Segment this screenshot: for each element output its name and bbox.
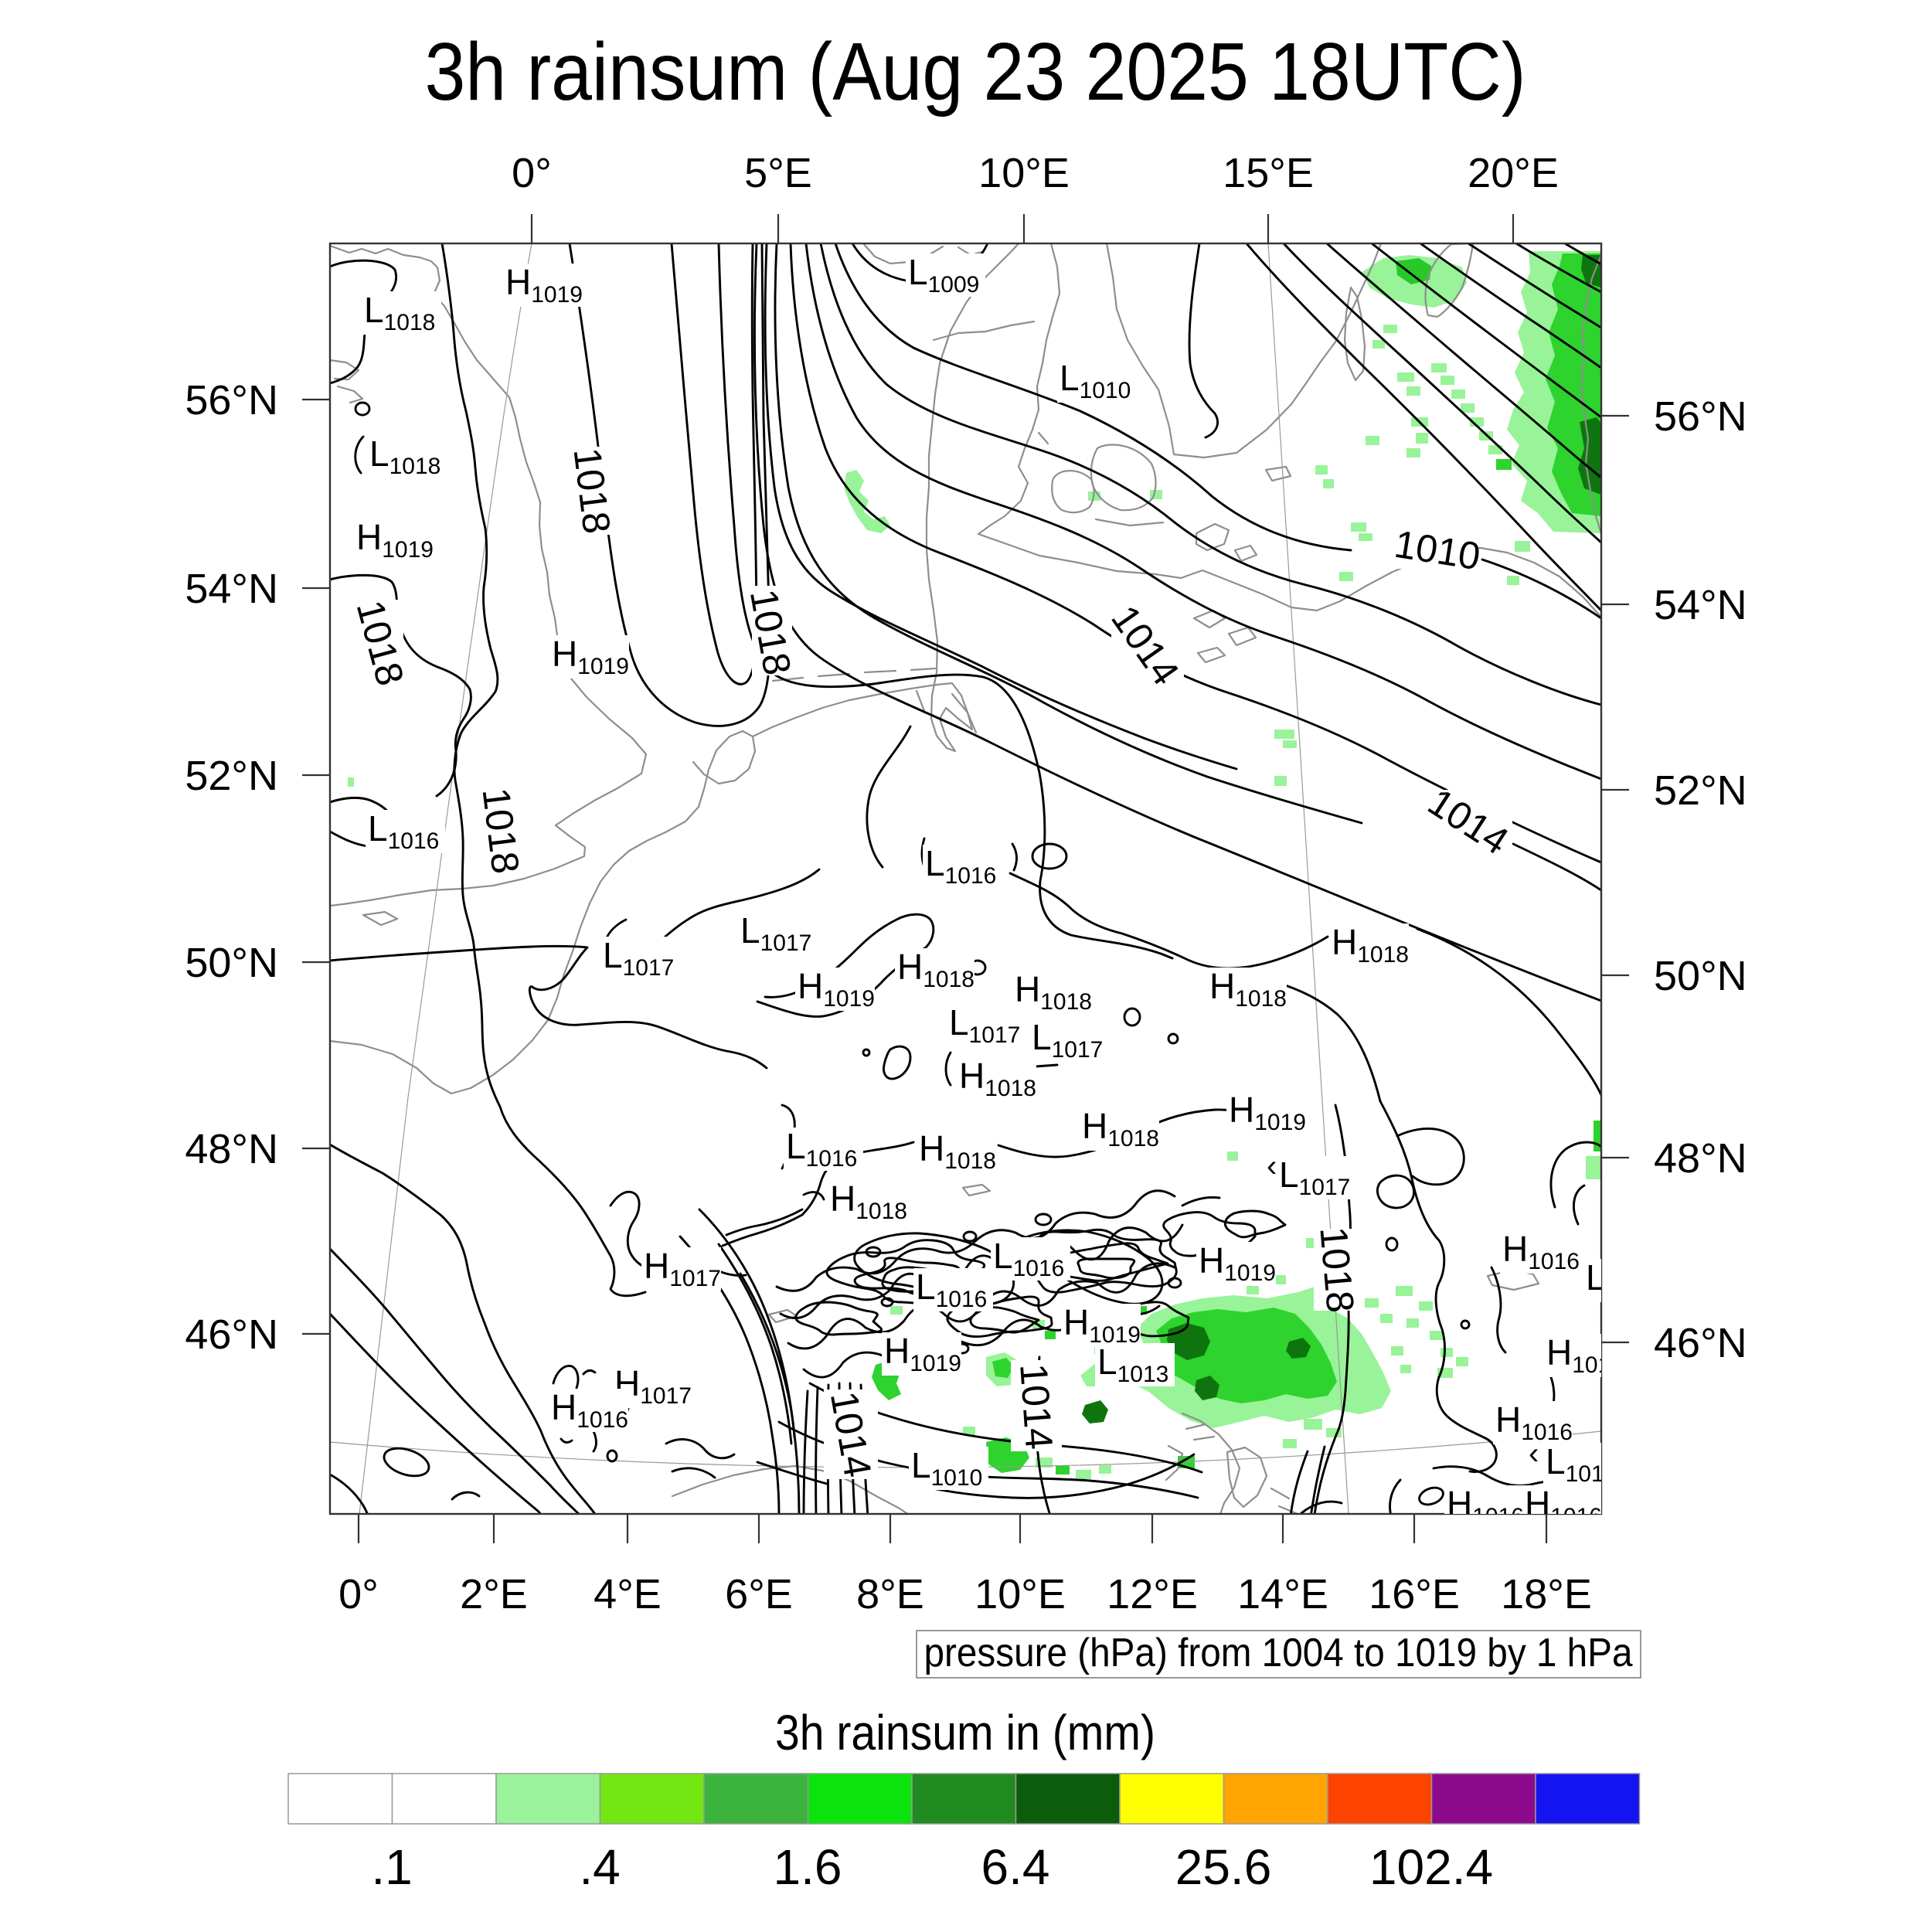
svg-text:L1016: L1016 xyxy=(1586,1257,1657,1303)
svg-text:L1010: L1010 xyxy=(911,1445,982,1491)
svg-text:0°: 0° xyxy=(338,1571,379,1617)
svg-text:‹: ‹ xyxy=(1529,1437,1539,1471)
svg-text:.1: .1 xyxy=(371,1839,412,1895)
svg-text:H1018: H1018 xyxy=(959,1056,1036,1101)
svg-text:5°E: 5°E xyxy=(744,150,812,196)
svg-text:6.4: 6.4 xyxy=(981,1839,1050,1895)
svg-text:54°N: 54°N xyxy=(1654,582,1747,628)
svg-text:25.6: 25.6 xyxy=(1175,1839,1272,1895)
svg-text:14°E: 14°E xyxy=(1237,1571,1328,1617)
svg-text:18°E: 18°E xyxy=(1501,1571,1592,1617)
svg-text:1018: 1018 xyxy=(1311,1225,1362,1315)
svg-text:52°N: 52°N xyxy=(185,753,278,799)
svg-text:1018: 1018 xyxy=(474,785,527,876)
svg-text:54°N: 54°N xyxy=(185,566,278,612)
svg-text:16°E: 16°E xyxy=(1369,1571,1460,1617)
svg-text:2°E: 2°E xyxy=(460,1571,528,1617)
svg-text:3h rainsum (Aug 23 2025 18UTC): 3h rainsum (Aug 23 2025 18UTC) xyxy=(425,26,1526,117)
svg-text:15°E: 15°E xyxy=(1223,150,1314,196)
svg-text:1018: 1018 xyxy=(565,445,618,536)
svg-text:102.4: 102.4 xyxy=(1369,1839,1493,1895)
svg-text:46°N: 46°N xyxy=(1654,1320,1747,1366)
svg-text:1.6: 1.6 xyxy=(774,1839,842,1895)
svg-text:3h rainsum in (mm): 3h rainsum in (mm) xyxy=(775,1705,1155,1760)
svg-text:pressure (hPa) from 1004 to 10: pressure (hPa) from 1004 to 1019 by 1 hP… xyxy=(924,1631,1633,1675)
svg-text:0°: 0° xyxy=(512,150,552,196)
svg-text:50°N: 50°N xyxy=(185,940,278,986)
svg-text:10°E: 10°E xyxy=(978,150,1070,196)
svg-text:50°N: 50°N xyxy=(1654,953,1747,999)
svg-text:.4: .4 xyxy=(579,1839,620,1895)
svg-text:‹: ‹ xyxy=(1267,1149,1277,1183)
svg-text:52°N: 52°N xyxy=(1654,767,1747,814)
svg-text:56°N: 56°N xyxy=(185,377,278,423)
svg-text:6°E: 6°E xyxy=(725,1571,793,1617)
svg-text:L1018: L1018 xyxy=(364,290,435,335)
svg-text:1014: 1014 xyxy=(1012,1362,1061,1451)
svg-text:8°E: 8°E xyxy=(856,1571,924,1617)
svg-text:10°E: 10°E xyxy=(975,1571,1066,1617)
svg-text:48°N: 48°N xyxy=(185,1126,278,1172)
svg-text:20°E: 20°E xyxy=(1468,150,1559,196)
svg-text:4°E: 4°E xyxy=(594,1571,662,1617)
svg-text:L1018: L1018 xyxy=(369,434,440,479)
svg-text:48°N: 48°N xyxy=(1654,1135,1747,1182)
svg-text:46°N: 46°N xyxy=(185,1311,278,1358)
svg-text:56°N: 56°N xyxy=(1654,393,1747,440)
svg-text:12°E: 12°E xyxy=(1107,1571,1198,1617)
